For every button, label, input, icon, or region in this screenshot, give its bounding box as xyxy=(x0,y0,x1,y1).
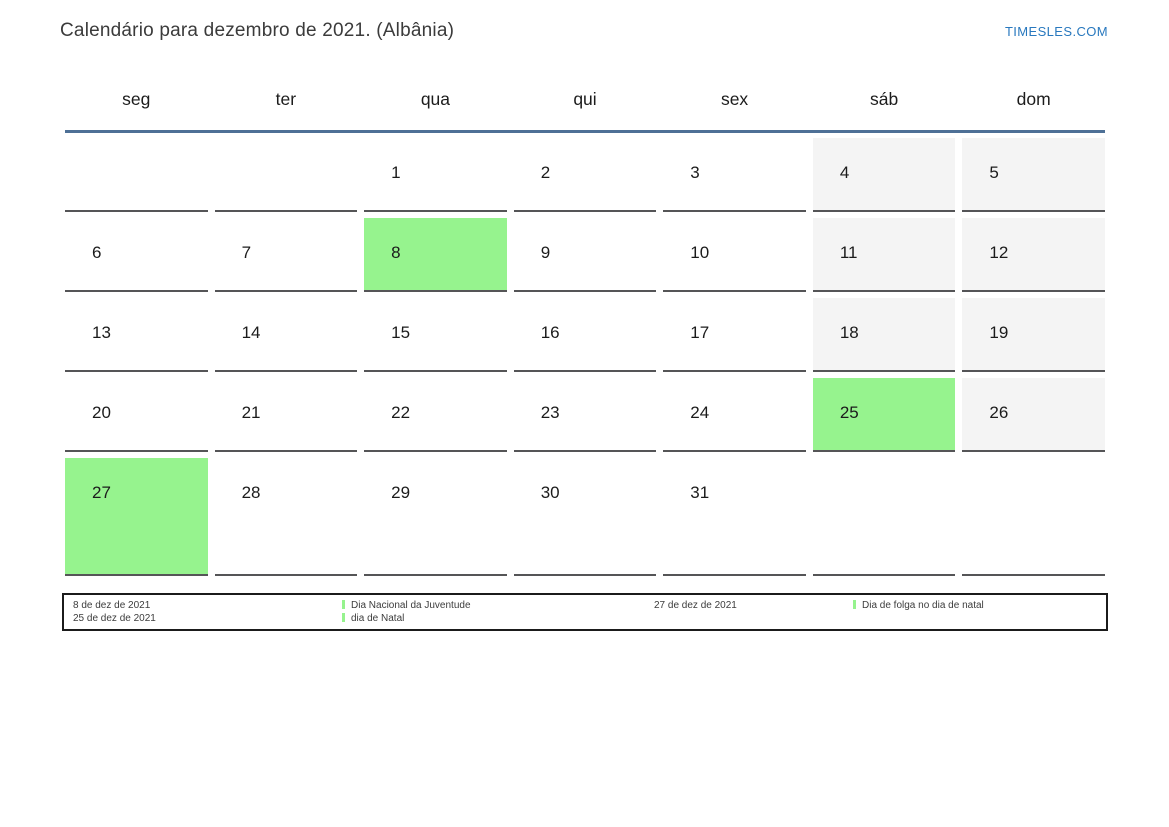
day-number: 12 xyxy=(989,243,1009,262)
day-number: 17 xyxy=(690,323,710,342)
weekday-label: sex xyxy=(720,89,749,109)
calendar-cell-normal: 1 xyxy=(364,138,507,212)
calendar-cell-normal: 7 xyxy=(214,218,358,292)
legend-entries-column: Dia de folga no dia de natal xyxy=(853,600,1106,625)
calendar-cell-normal: 21 xyxy=(214,378,358,452)
legend-entries-column: Dia Nacional da Juventude dia de Natal xyxy=(342,600,654,625)
calendar-cell-normal: 29 xyxy=(364,458,507,576)
day-number: 22 xyxy=(391,403,411,422)
day-number: 3 xyxy=(690,163,700,182)
day-number: 11 xyxy=(839,243,858,262)
calendar-cell-normal: 13 xyxy=(65,298,208,372)
day-number: 18 xyxy=(839,323,859,342)
weekday-label: sáb xyxy=(870,89,899,109)
legend-entry-label: Dia de folga no dia de natal xyxy=(862,600,984,611)
day-number: 10 xyxy=(690,243,710,262)
day-number: 5 xyxy=(989,163,999,182)
day-number: 7 xyxy=(241,243,252,262)
legend-entry-label: Dia Nacional da Juventude xyxy=(351,600,471,611)
calendar-grid: 1 2 3 4 5 6 7 8 9 10 11 12 13 14 15 16 17 18 19 20 21 22 23 24 2… xyxy=(65,138,1105,576)
header: Calendário para dezembro de 2021. (Albân… xyxy=(60,20,1108,42)
day-number: 30 xyxy=(540,483,560,502)
day-number: 14 xyxy=(241,323,261,342)
calendar-cell-normal: 9 xyxy=(513,218,657,292)
calendar-cell-weekend: 11 xyxy=(812,218,956,292)
holiday-marker-icon xyxy=(342,612,345,622)
legend-dates-column: 8 de dez de 2021 25 de dez de 2021 xyxy=(73,600,342,625)
weekday-header-row: seg ter qua qui sex sáb dom xyxy=(65,42,1105,133)
calendar-cell-normal: 6 xyxy=(65,218,208,292)
day-number: 15 xyxy=(391,323,411,342)
day-number: 24 xyxy=(690,403,710,422)
weekday-label: dom xyxy=(1016,89,1051,109)
day-number: 6 xyxy=(92,243,102,262)
calendar-cell-normal: 30 xyxy=(513,458,657,576)
calendar-cell-normal: 15 xyxy=(364,298,507,372)
calendar-cell-weekend: 12 xyxy=(962,218,1105,292)
legend-entry-label: dia de Natal xyxy=(351,612,405,624)
calendar-cell-normal: 10 xyxy=(663,218,806,292)
site-link[interactable]: TIMESLES.COM xyxy=(1004,24,1108,39)
calendar-cell-normal: 23 xyxy=(513,378,657,452)
weekday-label: seg xyxy=(122,89,151,109)
calendar-cell-empty xyxy=(65,138,208,212)
calendar-cell-holiday: 25 xyxy=(812,378,956,452)
calendar-cell-normal: 16 xyxy=(513,298,657,372)
calendar-cell-empty xyxy=(214,138,358,212)
calendar-cell-normal: 2 xyxy=(513,138,657,212)
calendar-cell-normal: 28 xyxy=(214,458,358,576)
legend-box: 8 de dez de 2021 25 de dez de 2021 Dia Nac… xyxy=(62,593,1108,631)
calendar-table: seg ter qua qui sex sáb dom 1 2 3 4 5 6 7 8 9 10 11 12 13 1… xyxy=(65,42,1105,576)
legend-entry: dia de Natal xyxy=(342,612,654,626)
calendar-cell-normal: 14 xyxy=(214,298,358,372)
calendar-cell-normal: 20 xyxy=(65,378,208,452)
calendar-cell-normal: 3 xyxy=(663,138,806,212)
holiday-marker-icon xyxy=(342,600,345,609)
calendar-cell-normal: 24 xyxy=(663,378,806,452)
holiday-marker-icon xyxy=(853,600,856,609)
legend-date: 27 de dez de 2021 xyxy=(654,600,737,611)
day-number: 28 xyxy=(241,483,261,502)
day-number: 8 xyxy=(391,243,401,262)
calendar-cell-normal: 22 xyxy=(364,378,507,452)
calendar-cell-weekend: 4 xyxy=(812,138,956,212)
day-number: 21 xyxy=(241,403,261,422)
day-number: 1 xyxy=(391,163,401,182)
legend-dates-column: 27 de dez de 2021 xyxy=(654,600,853,625)
day-number: 9 xyxy=(540,243,551,262)
day-number: 4 xyxy=(839,163,850,182)
day-number: 23 xyxy=(540,403,560,422)
day-number: 16 xyxy=(540,323,560,342)
weekday-label: ter xyxy=(275,89,297,109)
calendar-cell-holiday: 27 xyxy=(65,458,208,576)
legend-date: 8 de dez de 2021 xyxy=(73,600,151,611)
calendar-cell-weekend: 5 xyxy=(962,138,1105,212)
calendar-cell-weekend: 19 xyxy=(962,298,1105,372)
day-number: 31 xyxy=(690,483,710,502)
day-number: 2 xyxy=(540,163,551,182)
page-title: Calendário para dezembro de 2021. (Albân… xyxy=(60,20,455,41)
legend-entry: Dia de folga no dia de natal xyxy=(853,600,1106,613)
day-number: 27 xyxy=(92,483,111,502)
page: Calendário para dezembro de 2021. (Albân… xyxy=(60,0,1108,631)
weekday-label: qua xyxy=(420,89,451,109)
calendar-cell-weekend: 18 xyxy=(812,298,956,372)
calendar-cell-normal: 17 xyxy=(663,298,806,372)
calendar-cell-empty xyxy=(812,458,956,576)
calendar-cell-empty xyxy=(962,458,1105,576)
day-number: 20 xyxy=(92,403,111,422)
day-number: 13 xyxy=(92,323,111,342)
day-number: 19 xyxy=(989,323,1009,342)
calendar-cell-holiday: 8 xyxy=(364,218,507,292)
calendar-cell-weekend: 26 xyxy=(962,378,1105,452)
legend-date: 25 de dez de 2021 xyxy=(73,612,156,624)
weekday-label: qui xyxy=(573,89,597,109)
calendar-cell-normal: 31 xyxy=(663,458,806,576)
day-number: 25 xyxy=(839,403,859,422)
day-number: 26 xyxy=(989,403,1009,422)
legend-entry: Dia Nacional da Juventude xyxy=(342,600,654,613)
day-number: 29 xyxy=(391,483,411,502)
